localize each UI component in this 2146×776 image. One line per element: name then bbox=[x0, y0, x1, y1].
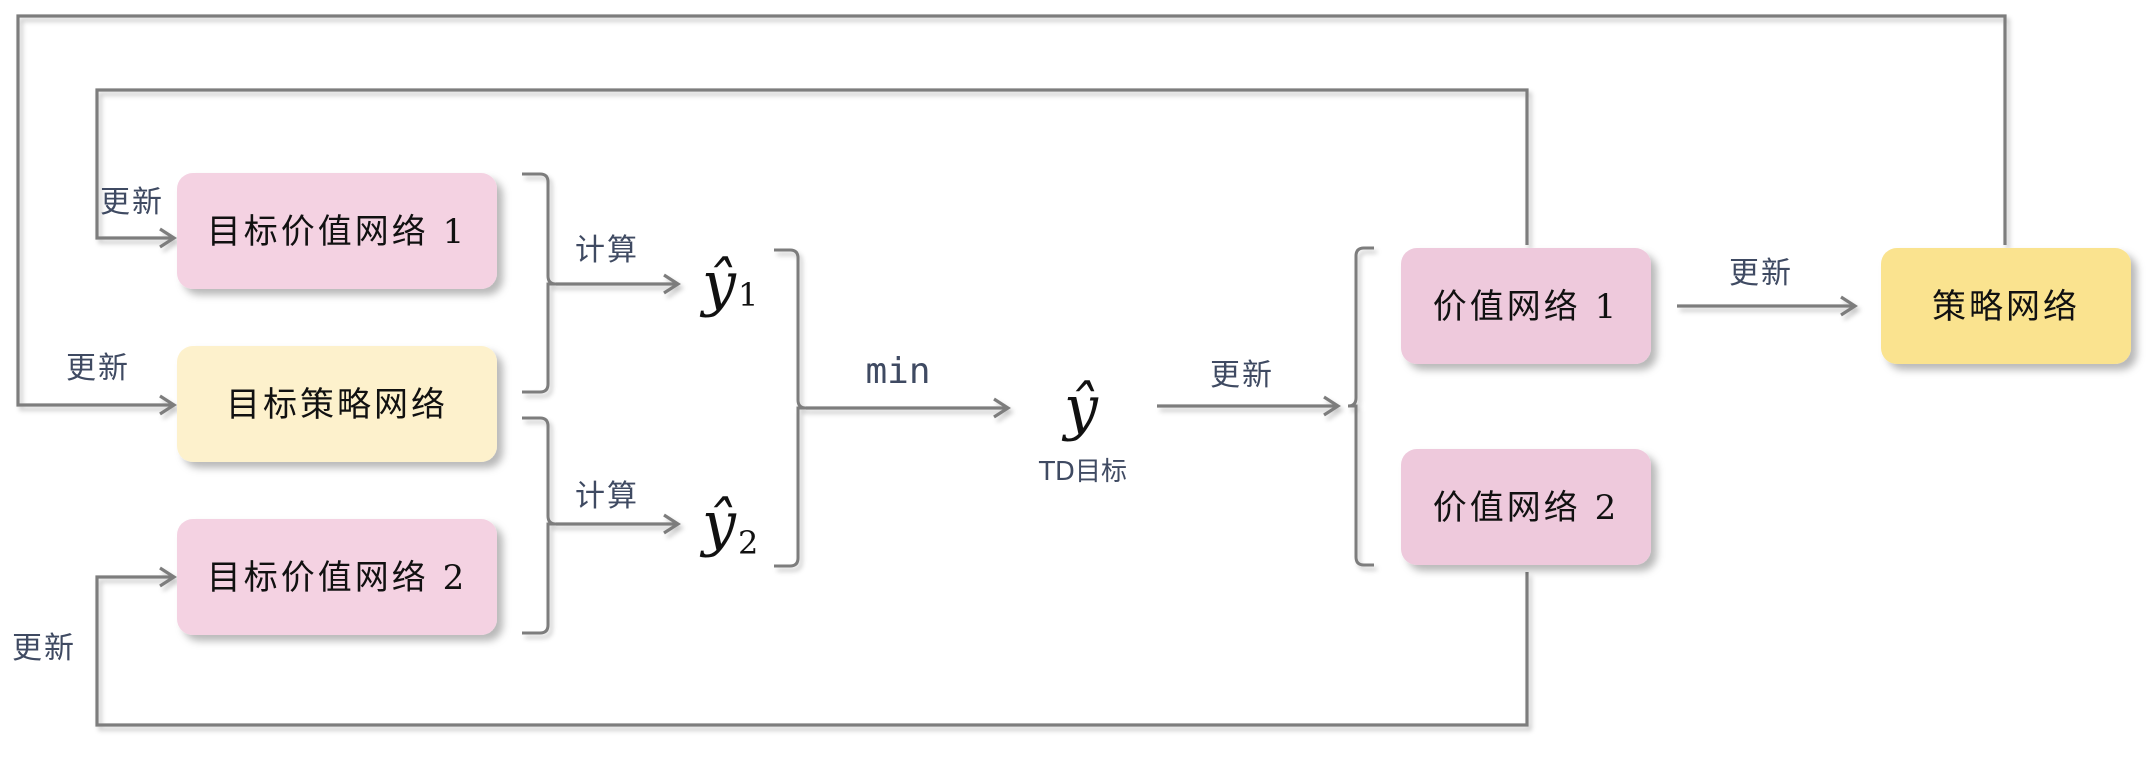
brace-min bbox=[774, 250, 806, 566]
value-network-2-label: 价值网络 2 bbox=[1433, 488, 1619, 528]
update-label-target-value-2: 更新 bbox=[12, 631, 76, 666]
update-label-target-policy: 更新 bbox=[66, 351, 130, 386]
compute-label-1: 计算 bbox=[575, 233, 639, 268]
y-hat-symbol: ŷ bbox=[1061, 373, 1099, 443]
policy-network-label: 策略网络 bbox=[1932, 287, 2080, 327]
target-policy-network-label: 目标策略网络 bbox=[226, 385, 448, 425]
update-label-target-value-1: 更新 bbox=[100, 185, 164, 220]
y1-subscript: 1 bbox=[738, 276, 758, 314]
target-value-network-1-label: 目标价值网络 1 bbox=[207, 212, 467, 252]
brace-compute-2 bbox=[522, 418, 556, 633]
compute-label-2: 计算 bbox=[575, 479, 639, 514]
target-value-network-2-label: 目标价值网络 2 bbox=[207, 558, 467, 598]
update-label-policy: 更新 bbox=[1729, 256, 1793, 291]
update-label-value: 更新 bbox=[1210, 358, 1274, 393]
min-label: min bbox=[865, 351, 930, 392]
value-network-1-label: 价值网络 1 bbox=[1433, 287, 1619, 327]
y2-hat-symbol: ŷ bbox=[699, 489, 737, 559]
y2-subscript: 2 bbox=[738, 524, 758, 562]
brace-compute-1 bbox=[522, 174, 556, 392]
brace-value-networks bbox=[1348, 248, 1374, 565]
y1-hat-symbol: ŷ bbox=[699, 249, 737, 319]
td-target-label: TD目标 bbox=[1038, 457, 1127, 487]
